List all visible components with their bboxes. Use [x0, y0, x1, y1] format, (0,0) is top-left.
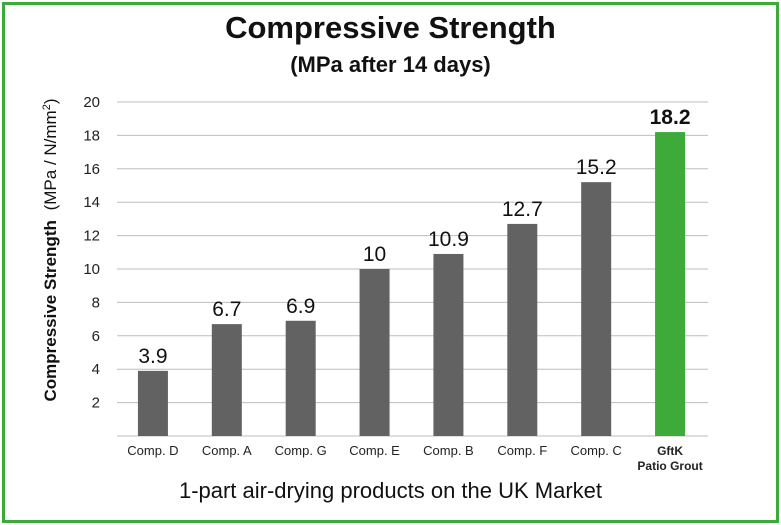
bar [211, 324, 242, 436]
y-tick-label: 8 [92, 294, 100, 311]
y-axis-label-sup: 2 [41, 104, 53, 110]
bar-value-label: 15.2 [576, 156, 617, 179]
x-tick-label: Patio Grout [637, 459, 702, 473]
bar [359, 269, 390, 436]
bar-value-label: 10 [363, 243, 386, 266]
bar-value-label: 6.9 [286, 295, 315, 318]
bar [581, 182, 612, 436]
y-axis-label-unit: (MPa / N/mm [41, 110, 60, 210]
bar-value-label: 10.9 [428, 228, 469, 251]
x-tick-label: Comp. G [275, 443, 327, 458]
y-axis-label-main: Compressive Strength [41, 220, 60, 401]
bar [507, 223, 538, 436]
bar-value-label: 12.7 [502, 198, 543, 221]
bar [433, 253, 464, 436]
x-tick-label: Comp. A [202, 443, 252, 458]
x-axis: Comp. D Comp. A Comp. G Comp. E Comp. B Comp.… [127, 443, 702, 473]
bar-value-label: 6.7 [212, 298, 241, 321]
bar-value-label: 3.9 [138, 345, 167, 368]
bar-value-label: 18.2 [650, 106, 691, 129]
x-tick-label: Comp. E [349, 443, 400, 458]
y-tick-label: 10 [83, 261, 100, 278]
y-tick-label: 20 [83, 94, 100, 111]
x-tick-label: GftK [657, 444, 683, 458]
chart-subtitle: (MPa after 14 days) [290, 52, 491, 77]
y-tick-label: 6 [92, 328, 100, 345]
bar [285, 320, 316, 436]
y-axis-label: Compressive Strength (MPa / N/mm2) [41, 98, 60, 401]
chart-title: Compressive Strength [225, 10, 556, 45]
x-tick-label: Comp. D [127, 443, 178, 458]
y-tick-label: 14 [83, 194, 100, 211]
x-axis-caption: 1-part air-drying products on the UK Mar… [178, 478, 603, 503]
bar [137, 370, 168, 436]
y-tick-label: 16 [83, 161, 100, 178]
y-axis: 2 4 6 8 10 12 14 16 18 20 [83, 94, 100, 412]
x-tick-label: Comp. B [423, 443, 474, 458]
y-axis-label-close: ) [41, 98, 60, 104]
bar [655, 132, 686, 436]
y-tick-label: 18 [83, 127, 100, 144]
gridlines [117, 101, 708, 437]
x-tick-label: Comp. F [497, 443, 547, 458]
x-tick-label: Comp. C [571, 443, 622, 458]
y-tick-label: 2 [92, 395, 100, 412]
bars: 3.9 6.7 6.9 10 10.9 12.7 15.2 18.2 [137, 106, 691, 436]
y-tick-label: 4 [92, 361, 100, 378]
y-tick-label: 12 [83, 228, 100, 245]
